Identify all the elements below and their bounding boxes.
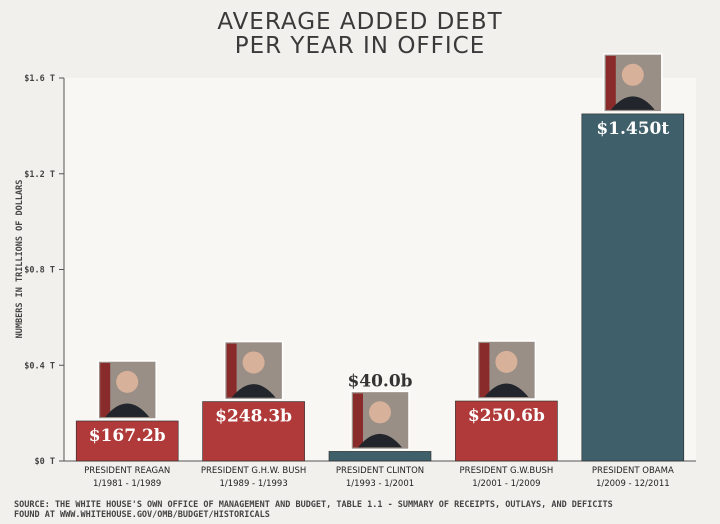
bar-group: $1.450t PRESIDENT OBAMA 1/2009 - 12/2011	[581, 53, 685, 489]
bar-group: $250.6b PRESIDENT G.W.BUSH 1/2001 - 1/2009	[455, 340, 558, 489]
category-label: PRESIDENT REAGAN	[84, 466, 170, 476]
bar	[202, 401, 305, 462]
flag-shape	[100, 362, 111, 417]
suit-shape	[231, 384, 276, 398]
suit-shape	[610, 96, 655, 110]
bar-group: $167.2b PRESIDENT REAGAN 1/1981 - 1/1989	[75, 360, 179, 489]
face-shape	[369, 401, 391, 424]
y-tick-label: $0.8 T	[24, 266, 55, 276]
category-label: PRESIDENT G.W.BUSH	[460, 466, 554, 476]
suit-shape	[105, 403, 150, 417]
bar	[328, 451, 432, 462]
bar	[75, 420, 179, 462]
bar-group: $248.3b PRESIDENT G.H.W. BUSH 1/1989 - 1/1…	[201, 340, 306, 489]
portrait	[350, 390, 410, 451]
face-shape	[116, 370, 139, 393]
face-shape	[621, 63, 644, 86]
value-label: $248.3b	[215, 407, 292, 427]
bar	[581, 113, 685, 462]
term-label: 1/1989 - 1/1993	[219, 479, 287, 489]
term-label: 1/1981 - 1/1989	[93, 479, 161, 489]
flag-shape	[605, 55, 616, 110]
suit-shape	[358, 433, 402, 448]
source-note: SOURCE: THE WHITE HOUSE'S OWN OFFICE OF …	[14, 500, 613, 520]
title-line-1: AVERAGE ADDED DEBT	[217, 9, 503, 35]
term-label: 1/1993 - 1/2001	[346, 479, 414, 489]
value-label: $40.0b	[347, 371, 412, 391]
y-axis-label: NUMBERS IN TRILLIONS OF DOLLARS	[15, 180, 25, 339]
face-shape	[242, 351, 265, 374]
portrait	[223, 340, 284, 401]
flag-shape	[479, 343, 490, 398]
y-tick-label: $0.4 T	[24, 361, 55, 371]
flag-shape	[226, 343, 237, 398]
bar-group: $40.0b PRESIDENT CLINTON 1/1993 - 1/2001	[328, 371, 432, 489]
source-line-1: SOURCE: THE WHITE HOUSE'S OWN OFFICE OF …	[14, 500, 613, 510]
term-label: 1/2009 - 12/2011	[596, 479, 670, 489]
value-label: $1.450t	[596, 119, 669, 139]
bar	[455, 400, 558, 462]
y-tick-label: $0 T	[35, 457, 55, 467]
category-label: PRESIDENT G.H.W. BUSH	[201, 466, 306, 476]
portrait	[476, 340, 537, 400]
term-label: 1/2001 - 1/2009	[472, 479, 540, 489]
value-label: $167.2b	[89, 426, 166, 446]
y-tick-label: $1.6 T	[24, 74, 55, 84]
category-label: PRESIDENT CLINTON	[336, 466, 424, 476]
face-shape	[495, 350, 518, 373]
chart-title: AVERAGE ADDED DEBT PER YEAR IN OFFICE	[0, 10, 720, 58]
portrait	[603, 53, 663, 113]
y-tick-label: $1.2 T	[24, 170, 55, 180]
title-line-2: PER YEAR IN OFFICE	[234, 33, 486, 59]
category-label: PRESIDENT OBAMA	[592, 466, 674, 476]
value-label: $250.6b	[468, 406, 545, 426]
suit-shape	[484, 383, 529, 398]
source-line-2: FOUND AT WWW.WHITEHOUSE.GOV/OMB/BUDGET/H…	[14, 510, 270, 520]
flag-shape	[353, 393, 363, 448]
portrait	[97, 360, 157, 420]
